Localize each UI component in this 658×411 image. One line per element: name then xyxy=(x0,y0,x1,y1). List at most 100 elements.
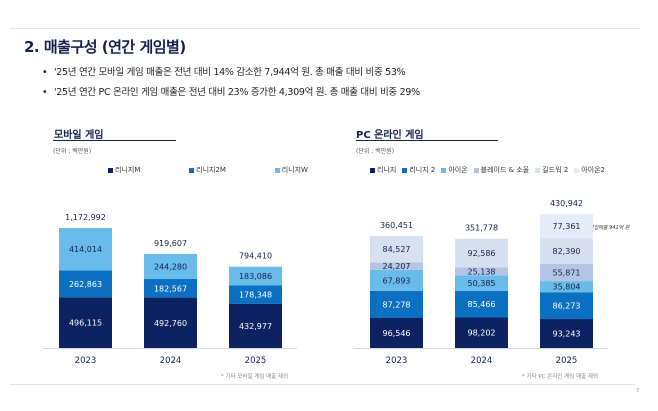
pc-annotation: * 영업매출 941억 원 xyxy=(585,225,630,231)
bar-segment xyxy=(144,253,197,279)
data-label: 92,586 xyxy=(468,249,496,258)
bar-segment xyxy=(455,290,508,318)
data-label: 93,243 xyxy=(553,330,581,339)
legend-swatch xyxy=(108,167,113,173)
data-label: 85,466 xyxy=(468,300,496,309)
mobile-legend: 리니지M 리니지2M 리니지W xyxy=(108,165,308,175)
data-label: 87,278 xyxy=(383,300,411,309)
bar-segment xyxy=(540,263,593,282)
bar-segment xyxy=(540,281,593,293)
legend-item: 블레이드 & 소울 xyxy=(473,165,530,175)
legend-label: 리니지 2 xyxy=(409,166,436,174)
legend-label: 길드워 2 xyxy=(542,166,569,174)
data-label: 432,977 xyxy=(239,322,272,331)
data-label: 77,361 xyxy=(553,222,581,231)
total-label: 1,172,992 xyxy=(65,213,106,222)
mobile-unit: (단위 : 백만원) xyxy=(53,148,92,155)
data-label: 50,385 xyxy=(468,279,496,288)
pc-chart-title: PC 온라인 게임 xyxy=(356,130,424,141)
legend-item: 길드워 2 xyxy=(535,165,568,175)
bar-segment xyxy=(370,290,423,319)
legend-item: 리니지W xyxy=(274,165,308,175)
data-label: 496,115 xyxy=(69,319,102,328)
bullet-text: '25년 연간 PC 온라인 게임 매출은 전년 대비 23% 증가한 4,30… xyxy=(54,87,420,98)
mobile-chart-title: 모바일 게임 xyxy=(54,130,104,141)
bar-segment xyxy=(59,270,112,298)
legend-swatch xyxy=(535,167,541,173)
bar-segment xyxy=(540,292,593,320)
legend-item: 리니지M xyxy=(108,165,140,175)
x-tick-label: 2023 xyxy=(386,356,408,366)
bar-segment xyxy=(540,319,593,348)
legend-swatch xyxy=(274,167,280,173)
page-title: 2. 매출구성 (연간 게임별) xyxy=(24,38,186,56)
total-label: 351,778 xyxy=(465,224,498,233)
legend-item: 아이온2 xyxy=(574,165,605,175)
bar-segment xyxy=(144,297,197,348)
bullet-text: '25년 연간 모바일 게임 매출은 전년 대비 14% 감소한 7,944억 … xyxy=(54,67,406,78)
legend-swatch xyxy=(402,167,408,173)
bar-segment xyxy=(540,238,593,264)
x-tick-label: 2023 xyxy=(75,356,97,366)
bar-segment xyxy=(370,318,423,348)
data-label: 178,348 xyxy=(239,291,272,300)
pc-unit: (단위 : 백만원) xyxy=(356,148,395,155)
data-label: 96,546 xyxy=(383,329,411,338)
pc-title-underline xyxy=(356,140,498,141)
top-divider-right xyxy=(505,28,640,29)
bar-segment xyxy=(229,266,282,286)
x-tick-label: 2024 xyxy=(160,356,182,366)
data-label: 98,202 xyxy=(468,329,496,338)
bar-segment xyxy=(370,269,423,291)
data-label: 183,086 xyxy=(239,272,272,281)
bar-segment xyxy=(59,297,112,348)
data-label: 25,138 xyxy=(468,267,496,276)
data-label: 35,804 xyxy=(553,283,581,292)
data-label: 182,567 xyxy=(154,284,187,293)
data-label: 24,207 xyxy=(383,262,411,271)
legend-label: 아이온2 xyxy=(581,166,605,174)
bar-segment xyxy=(455,267,508,276)
legend-item: 리니지2M xyxy=(189,165,226,175)
legend-swatch xyxy=(574,167,580,173)
bar-segment xyxy=(59,228,112,271)
total-label: 360,451 xyxy=(380,221,413,230)
legend-item: 아이온 xyxy=(441,165,468,175)
total-label: 919,607 xyxy=(154,239,187,248)
page-number: 7 xyxy=(636,388,640,394)
mobile-footnote: * 기타 모바일 게임 매출 제외 xyxy=(221,374,289,380)
legend-swatch xyxy=(189,167,195,173)
legend-item: 리니지 xyxy=(370,165,396,175)
total-label: 794,410 xyxy=(239,252,272,261)
data-label: 492,760 xyxy=(154,319,187,328)
x-tick-label: 2025 xyxy=(556,356,578,366)
data-label: 55,871 xyxy=(553,268,581,277)
bullet-item: • '25년 연간 PC 온라인 게임 매출은 전년 대비 23% 증가한 4,3… xyxy=(42,87,420,98)
bar-segment xyxy=(229,303,282,348)
bar-segment xyxy=(455,275,508,291)
legend-label: 리니지M xyxy=(115,166,141,174)
legend-swatch xyxy=(370,167,375,173)
mobile-title-underline xyxy=(53,140,176,141)
pc-footnote: * 기타 PC 온라인 게임 매출 제외 xyxy=(522,374,599,380)
legend-label: 리니지2M xyxy=(196,166,226,174)
legend-label: 리니지 xyxy=(377,166,397,174)
bar-segment xyxy=(144,278,197,298)
legend-swatch xyxy=(473,167,479,173)
x-tick-label: 2024 xyxy=(471,356,493,366)
data-label: 86,273 xyxy=(553,302,581,311)
bottom-divider xyxy=(10,384,635,385)
data-label: 262,863 xyxy=(69,280,102,289)
bar-segment xyxy=(540,214,593,239)
data-label: 67,893 xyxy=(383,276,411,285)
legend-label: 블레이드 & 소울 xyxy=(480,166,530,174)
bar-segment xyxy=(455,238,508,268)
legend-item: 리니지 2 xyxy=(402,165,435,175)
bullet-item: • '25년 연간 모바일 게임 매출은 전년 대비 14% 감소한 7,944억… xyxy=(42,67,406,78)
bar-segment xyxy=(455,317,508,348)
bar-segment xyxy=(370,236,423,263)
data-label: 82,390 xyxy=(553,247,581,256)
bar-segment xyxy=(370,262,423,270)
bar-segment xyxy=(229,285,282,304)
